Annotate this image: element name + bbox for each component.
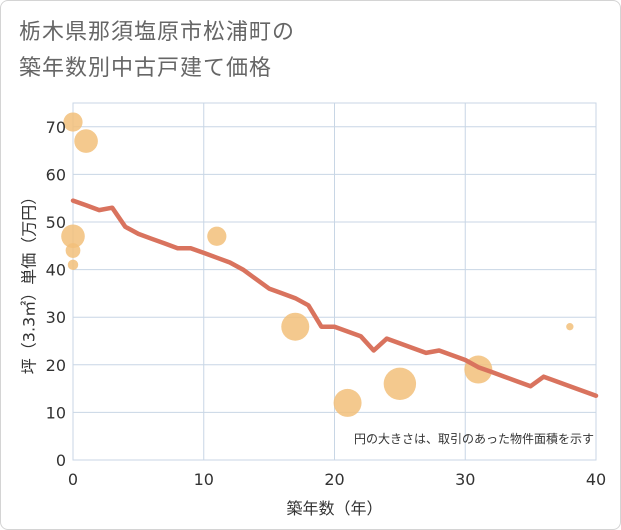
y-tick-label-10: 10	[46, 403, 66, 422]
y-tick-label-40: 40	[46, 261, 66, 280]
bubble-series	[61, 112, 574, 417]
x-tick-label-30: 30	[455, 470, 475, 489]
bubble-point-1	[74, 129, 98, 153]
x-tick-label-10: 10	[194, 470, 214, 489]
grid	[72, 102, 597, 461]
bubble-point-5	[207, 226, 227, 246]
chart-title-line-2: 築年数別中古戸建て価格	[19, 56, 273, 81]
y-tick-label-0: 0	[56, 451, 66, 470]
y-tick-label-20: 20	[46, 356, 66, 375]
average-line-series	[70, 198, 599, 398]
bubble-size-note: 円の大きさは、取引のあった物件面積を示す	[354, 431, 594, 446]
y-tick-label-30: 30	[46, 308, 66, 327]
x-axis-title: 築年数（年）	[286, 499, 382, 518]
bubble-point-4	[67, 259, 79, 271]
bubble-point-8	[383, 367, 417, 401]
bubble-point-3	[65, 243, 81, 258]
x-tick-label-20: 20	[324, 470, 344, 489]
axis-ticks: 0 10 20 30 40 0 10 20 30 40 50 60 70	[46, 118, 607, 489]
x-tick-label-40: 40	[586, 470, 606, 489]
y-tick-label-60: 60	[46, 165, 66, 184]
y-axis-title: 坪（3.3㎡）単価（万円）	[20, 189, 39, 374]
chart-title: 栃木県那須塩原市松浦町の 築年数別中古戸建て価格	[19, 15, 295, 87]
x-tick-label-0: 0	[68, 470, 78, 489]
y-tick-label-70: 70	[46, 118, 66, 137]
bubble-point-10	[566, 323, 574, 331]
bubble-point-7	[333, 388, 362, 417]
bubble-point-0	[63, 112, 83, 132]
chart-title-line-1: 栃木県那須塩原市松浦町の	[19, 20, 296, 45]
y-tick-label-50: 50	[46, 213, 66, 232]
bubble-point-6	[281, 312, 310, 341]
average-price-line	[70, 198, 599, 398]
bubble-point-2	[61, 224, 85, 249]
